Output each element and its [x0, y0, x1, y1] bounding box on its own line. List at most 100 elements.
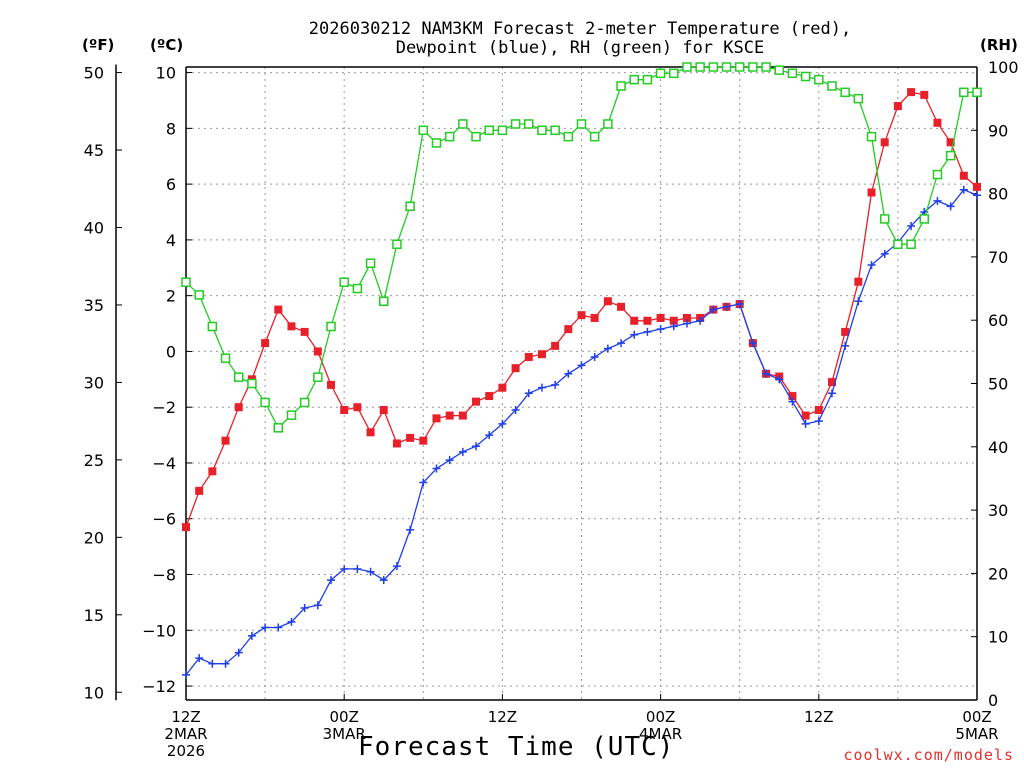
dewpoint-point [392, 562, 401, 571]
temperature-point [261, 339, 270, 348]
rh-point [194, 290, 204, 300]
temperature-point [366, 428, 375, 437]
dewpoint-point [577, 361, 586, 370]
dewpoint-point [432, 464, 441, 473]
dewpoint-point [247, 631, 256, 640]
credit-text: coolwx.com/models [843, 746, 1014, 764]
temperature-point [669, 316, 678, 325]
rh-point [959, 87, 969, 98]
rh-point [537, 125, 547, 136]
dewpoint-point [630, 330, 639, 339]
rh-point [774, 65, 784, 75]
dewpoint-point [682, 319, 691, 328]
dewpoint-point [748, 339, 757, 348]
dewpoint-point [841, 341, 850, 350]
temperature-point [893, 102, 902, 111]
temperature-point [472, 397, 481, 406]
rh-point [629, 74, 639, 85]
rh-point [405, 201, 415, 212]
x-tick-label: 5MAR [955, 725, 998, 743]
rh-point [655, 68, 666, 79]
celsius-tick-label: 2 [166, 287, 176, 306]
rh-point [576, 119, 587, 129]
dewpoint-point [234, 648, 243, 657]
temperature-point [590, 313, 599, 322]
rh-point [919, 214, 930, 224]
fahrenheit-tick-label: 35 [84, 296, 104, 315]
chart-title-line-2: Dewpoint (blue), RH (green) for KSCE [395, 38, 765, 58]
temperature-point [524, 353, 533, 362]
dewpoint-point [827, 389, 836, 398]
temperature-point [656, 313, 665, 322]
temperature-point [880, 138, 889, 147]
rh-tick-label: 60 [988, 311, 1008, 330]
temperature-point [959, 171, 968, 180]
rh-tick-label: 100 [988, 58, 1019, 77]
temperature-point [234, 403, 243, 412]
temperature-point [682, 313, 691, 322]
dewpoint-point [880, 249, 889, 258]
temperature-point [195, 486, 204, 495]
dewpoint-point [182, 670, 190, 679]
celsius-tick-label: −4 [152, 454, 176, 473]
rh-point [247, 378, 257, 389]
dewpoint-point [551, 380, 560, 389]
dewpoint-point [472, 442, 481, 451]
x-tick-label: 4MAR [639, 725, 682, 743]
temperature-point [907, 88, 916, 97]
temperature-point [182, 523, 190, 532]
temperature-point [406, 433, 415, 442]
celsius-tick-label: 6 [166, 175, 176, 194]
rh-point [840, 87, 850, 98]
dewpoint-point [946, 202, 955, 211]
rh-tick-label: 30 [988, 501, 1008, 520]
rh-point [708, 62, 719, 72]
rh-point [734, 62, 745, 72]
dewpoint-point [959, 185, 968, 194]
temperature-point [313, 347, 322, 356]
fahrenheit-tick-label: 30 [84, 373, 104, 392]
rh-point [814, 74, 824, 85]
rh-point [589, 131, 600, 142]
rh-point [418, 125, 429, 136]
rh-point [761, 62, 771, 72]
temperature-point [643, 316, 652, 325]
rh-point [352, 283, 363, 294]
fahrenheit-tick-label: 40 [84, 218, 104, 237]
rh-point [181, 277, 191, 287]
dewpoint-point [735, 300, 744, 309]
dewpoint-point [366, 567, 375, 576]
rh-point [484, 125, 494, 136]
celsius-tick-label: 8 [166, 119, 176, 138]
temperature-point [801, 411, 810, 420]
dewpoint-point [208, 659, 217, 668]
rh-point [392, 239, 402, 249]
fahrenheit-tick-label: 15 [84, 606, 104, 625]
temperature-point [221, 436, 230, 445]
temperature-point [617, 302, 626, 311]
temperature-point [340, 405, 349, 414]
temperature-point [920, 90, 929, 99]
dewpoint-point [590, 353, 599, 362]
dewpoint-point [458, 447, 467, 456]
celsius-tick-label: −12 [142, 677, 176, 696]
rh-point [365, 258, 376, 268]
rh-point [827, 81, 837, 91]
rh-point [853, 93, 864, 104]
dewpoint-point [867, 260, 876, 269]
dewpoint-point [353, 564, 362, 573]
rh-point [233, 372, 244, 382]
temperature-point [208, 467, 217, 476]
dewpoint-point [313, 601, 322, 610]
celsius-tick-label: −6 [152, 510, 176, 529]
dewpoint-point [537, 383, 546, 392]
x-tick-label: 2026 [167, 742, 205, 760]
fahrenheit-tick-label: 50 [84, 64, 104, 83]
temperature-point [946, 138, 955, 147]
dewpoint-point [775, 375, 784, 384]
temperature-point [551, 341, 560, 350]
x-tick-label: 12Z [804, 708, 833, 726]
temperature-point [274, 305, 283, 314]
temperature-point [867, 188, 876, 197]
rh-tick-label: 0 [988, 691, 998, 710]
